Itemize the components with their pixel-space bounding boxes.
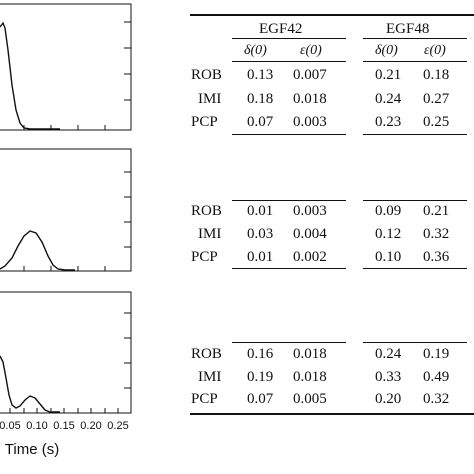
- panel-3-right-ticks: [9, 312, 131, 413]
- group-header-egf48: EGF48: [386, 21, 430, 37]
- table-cell: 0.002: [293, 249, 327, 265]
- table-cell: 0.003: [293, 114, 327, 130]
- header-rule-egf48: [363, 61, 467, 62]
- table-cell: 0.24: [375, 91, 402, 107]
- table-cell: 0.32: [423, 226, 450, 242]
- row-label: PCP: [191, 249, 218, 265]
- block-3-top-rule-egf42: [232, 342, 346, 343]
- time-series-svg: 0.05 0.10 0.15 0.20 0.25 Time (s): [0, 3, 132, 458]
- col-header-delta-egf48: δ(0): [375, 43, 398, 58]
- table-cell: 0.16: [247, 346, 274, 362]
- table-cell: 0.004: [293, 226, 327, 242]
- row-label: PCP: [191, 114, 218, 130]
- x-tick-label: 0.05: [0, 420, 21, 432]
- table-cell: 0.49: [423, 369, 450, 385]
- panel-1: [0, 3, 132, 131]
- x-tick-label: 0.25: [107, 420, 128, 432]
- table-cell: 0.09: [375, 203, 402, 219]
- time-series-panels: 0.05 0.10 0.15 0.20 0.25 Time (s): [0, 0, 140, 474]
- table-cell: 0.07: [247, 114, 274, 130]
- table-cell: 0.03: [247, 226, 274, 242]
- table-cell: 0.005: [293, 391, 327, 407]
- table-top-rule: [190, 14, 474, 16]
- col-header-delta-egf42: δ(0): [244, 43, 267, 58]
- group-header-egf42: EGF42: [259, 21, 303, 37]
- table-cell: 0.33: [375, 369, 402, 385]
- table-cell: 0.018: [293, 346, 327, 362]
- row-label: IMI: [198, 369, 222, 385]
- table-cell: 0.018: [293, 91, 327, 107]
- block-1-rule-egf42: [232, 134, 346, 135]
- panel-2-frame: [0, 148, 132, 272]
- table-cell: 0.13: [247, 67, 274, 83]
- table-cell: 0.01: [247, 203, 274, 219]
- panel-3-curve: [0, 355, 60, 413]
- col-header-epsilon-egf42: ε(0): [300, 43, 322, 58]
- table-cell: 0.21: [375, 67, 402, 83]
- row-label: ROB: [191, 203, 222, 219]
- block-3-top-rule-egf48: [363, 342, 467, 343]
- table-bottom-rule: [190, 413, 474, 415]
- x-tick-label: 0.15: [53, 420, 74, 432]
- table-cell: 0.19: [423, 346, 450, 362]
- block-2-top-rule-egf48: [363, 200, 467, 201]
- panel-1-frame: [0, 3, 132, 131]
- table-cell: 0.24: [375, 346, 402, 362]
- block-1-rule-egf48: [363, 134, 467, 135]
- x-tick-labels: 0.05 0.10 0.15 0.20 0.25: [0, 420, 129, 432]
- block-2-top-rule-egf42: [232, 200, 346, 201]
- table-cell: 0.10: [375, 249, 402, 265]
- col-header-epsilon-egf48: ε(0): [424, 43, 446, 58]
- row-label: ROB: [191, 346, 222, 362]
- table-cell: 0.32: [423, 391, 450, 407]
- panel-2-curve: [0, 230, 75, 271]
- x-axis-label: Time (s): [5, 441, 59, 458]
- row-label: IMI: [198, 226, 222, 242]
- row-label: IMI: [198, 91, 222, 107]
- x-tick-label: 0.20: [80, 420, 101, 432]
- panel-1-curve: [0, 21, 60, 130]
- table-cell: 0.19: [247, 369, 274, 385]
- table-cell: 0.23: [375, 114, 402, 130]
- table-cell: 0.01: [247, 249, 274, 265]
- table-cell: 0.20: [375, 391, 402, 407]
- panel-3: [0, 291, 132, 414]
- table-cell: 0.18: [247, 91, 274, 107]
- x-tick-label: 0.10: [26, 420, 47, 432]
- table-cell: 0.21: [423, 203, 450, 219]
- table-cell: 0.007: [293, 67, 327, 83]
- table-cell: 0.003: [293, 203, 327, 219]
- table-cell: 0.25: [423, 114, 450, 130]
- row-label: PCP: [191, 391, 218, 407]
- panel-2-right-ticks: [23, 171, 131, 271]
- group-rule-egf42: [232, 38, 346, 39]
- header-rule-egf42: [232, 61, 346, 62]
- panel-2: [0, 148, 132, 272]
- table-cell: 0.07: [247, 391, 274, 407]
- block-2-rule-egf48: [363, 268, 467, 269]
- group-rule-egf48: [363, 38, 467, 39]
- row-label: ROB: [191, 67, 222, 83]
- table-cell: 0.27: [423, 91, 450, 107]
- table-cell: 0.018: [293, 369, 327, 385]
- table-cell: 0.36: [423, 249, 450, 265]
- block-2-rule-egf42: [232, 268, 346, 269]
- table-cell: 0.18: [423, 67, 450, 83]
- table-cell: 0.12: [375, 226, 402, 242]
